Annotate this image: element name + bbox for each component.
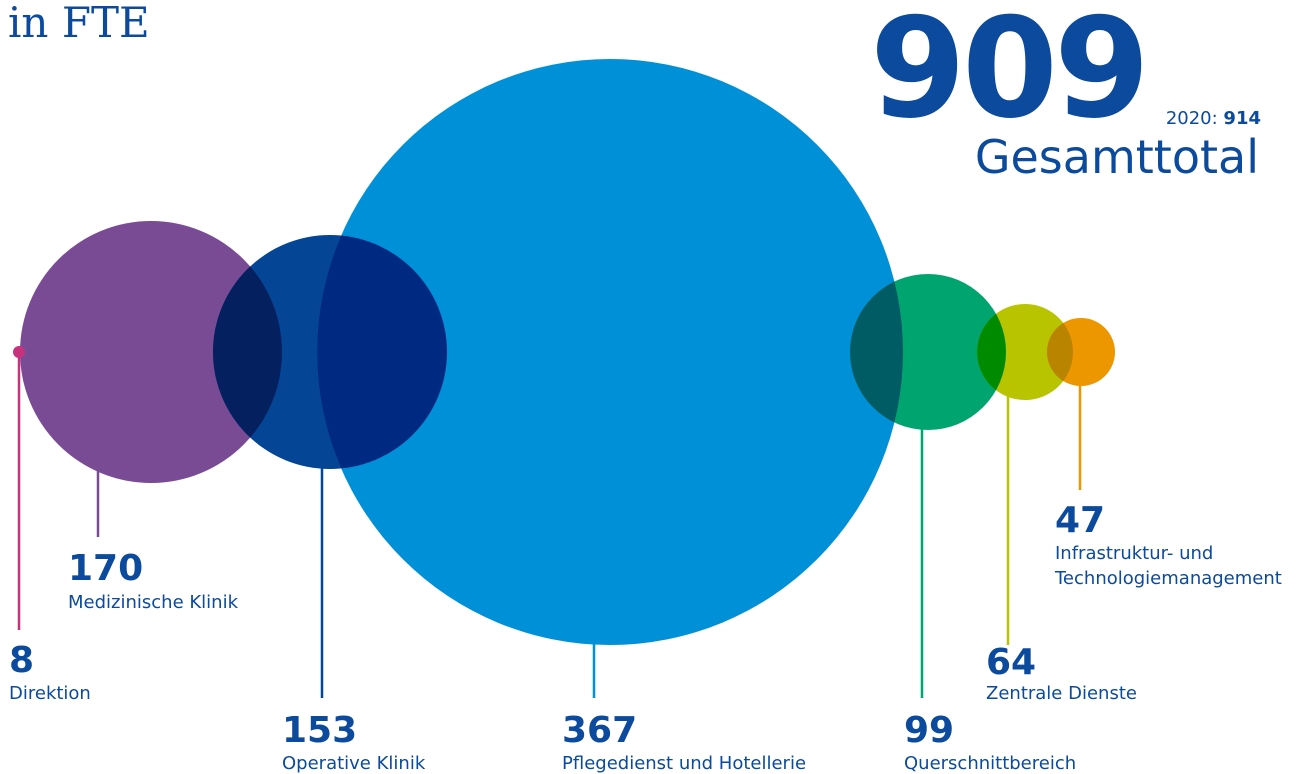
total-label: Gesamttotal — [974, 130, 1259, 184]
value-label: 8 — [9, 640, 34, 681]
value-label: 170 — [68, 548, 143, 589]
category-label: Operative Klinik — [282, 753, 426, 774]
category-label: Zentrale Dienste — [986, 683, 1137, 704]
category-label: Direktion — [9, 683, 91, 704]
bubble — [20, 221, 282, 483]
value-label: 99 — [904, 710, 954, 751]
category-label: Medizinische Klinik — [68, 592, 239, 613]
value-label: 367 — [562, 710, 637, 751]
total-value: 909 — [869, 0, 1150, 149]
bubble-overlap — [850, 274, 903, 430]
unit-label: in FTE — [8, 0, 150, 47]
bubble — [317, 59, 903, 645]
value-label: 47 — [1055, 500, 1105, 541]
bubble-overlap — [1047, 318, 1073, 386]
bubble — [13, 346, 25, 358]
previous-year-value: 914 — [1223, 108, 1261, 129]
previous-year-label: 2020: — [1165, 108, 1218, 129]
category-label: Infrastruktur- und — [1055, 543, 1213, 564]
value-label: 64 — [986, 642, 1036, 683]
bubble-overlap — [977, 304, 1006, 400]
category-label: Technologiemanagement — [1054, 568, 1282, 589]
category-label: Querschnittbereich — [904, 753, 1076, 774]
category-label: Pflegedienst und Hotellerie — [562, 753, 806, 774]
value-label: 153 — [282, 710, 357, 751]
previous-year-total: 2020: 914 — [1166, 108, 1261, 129]
